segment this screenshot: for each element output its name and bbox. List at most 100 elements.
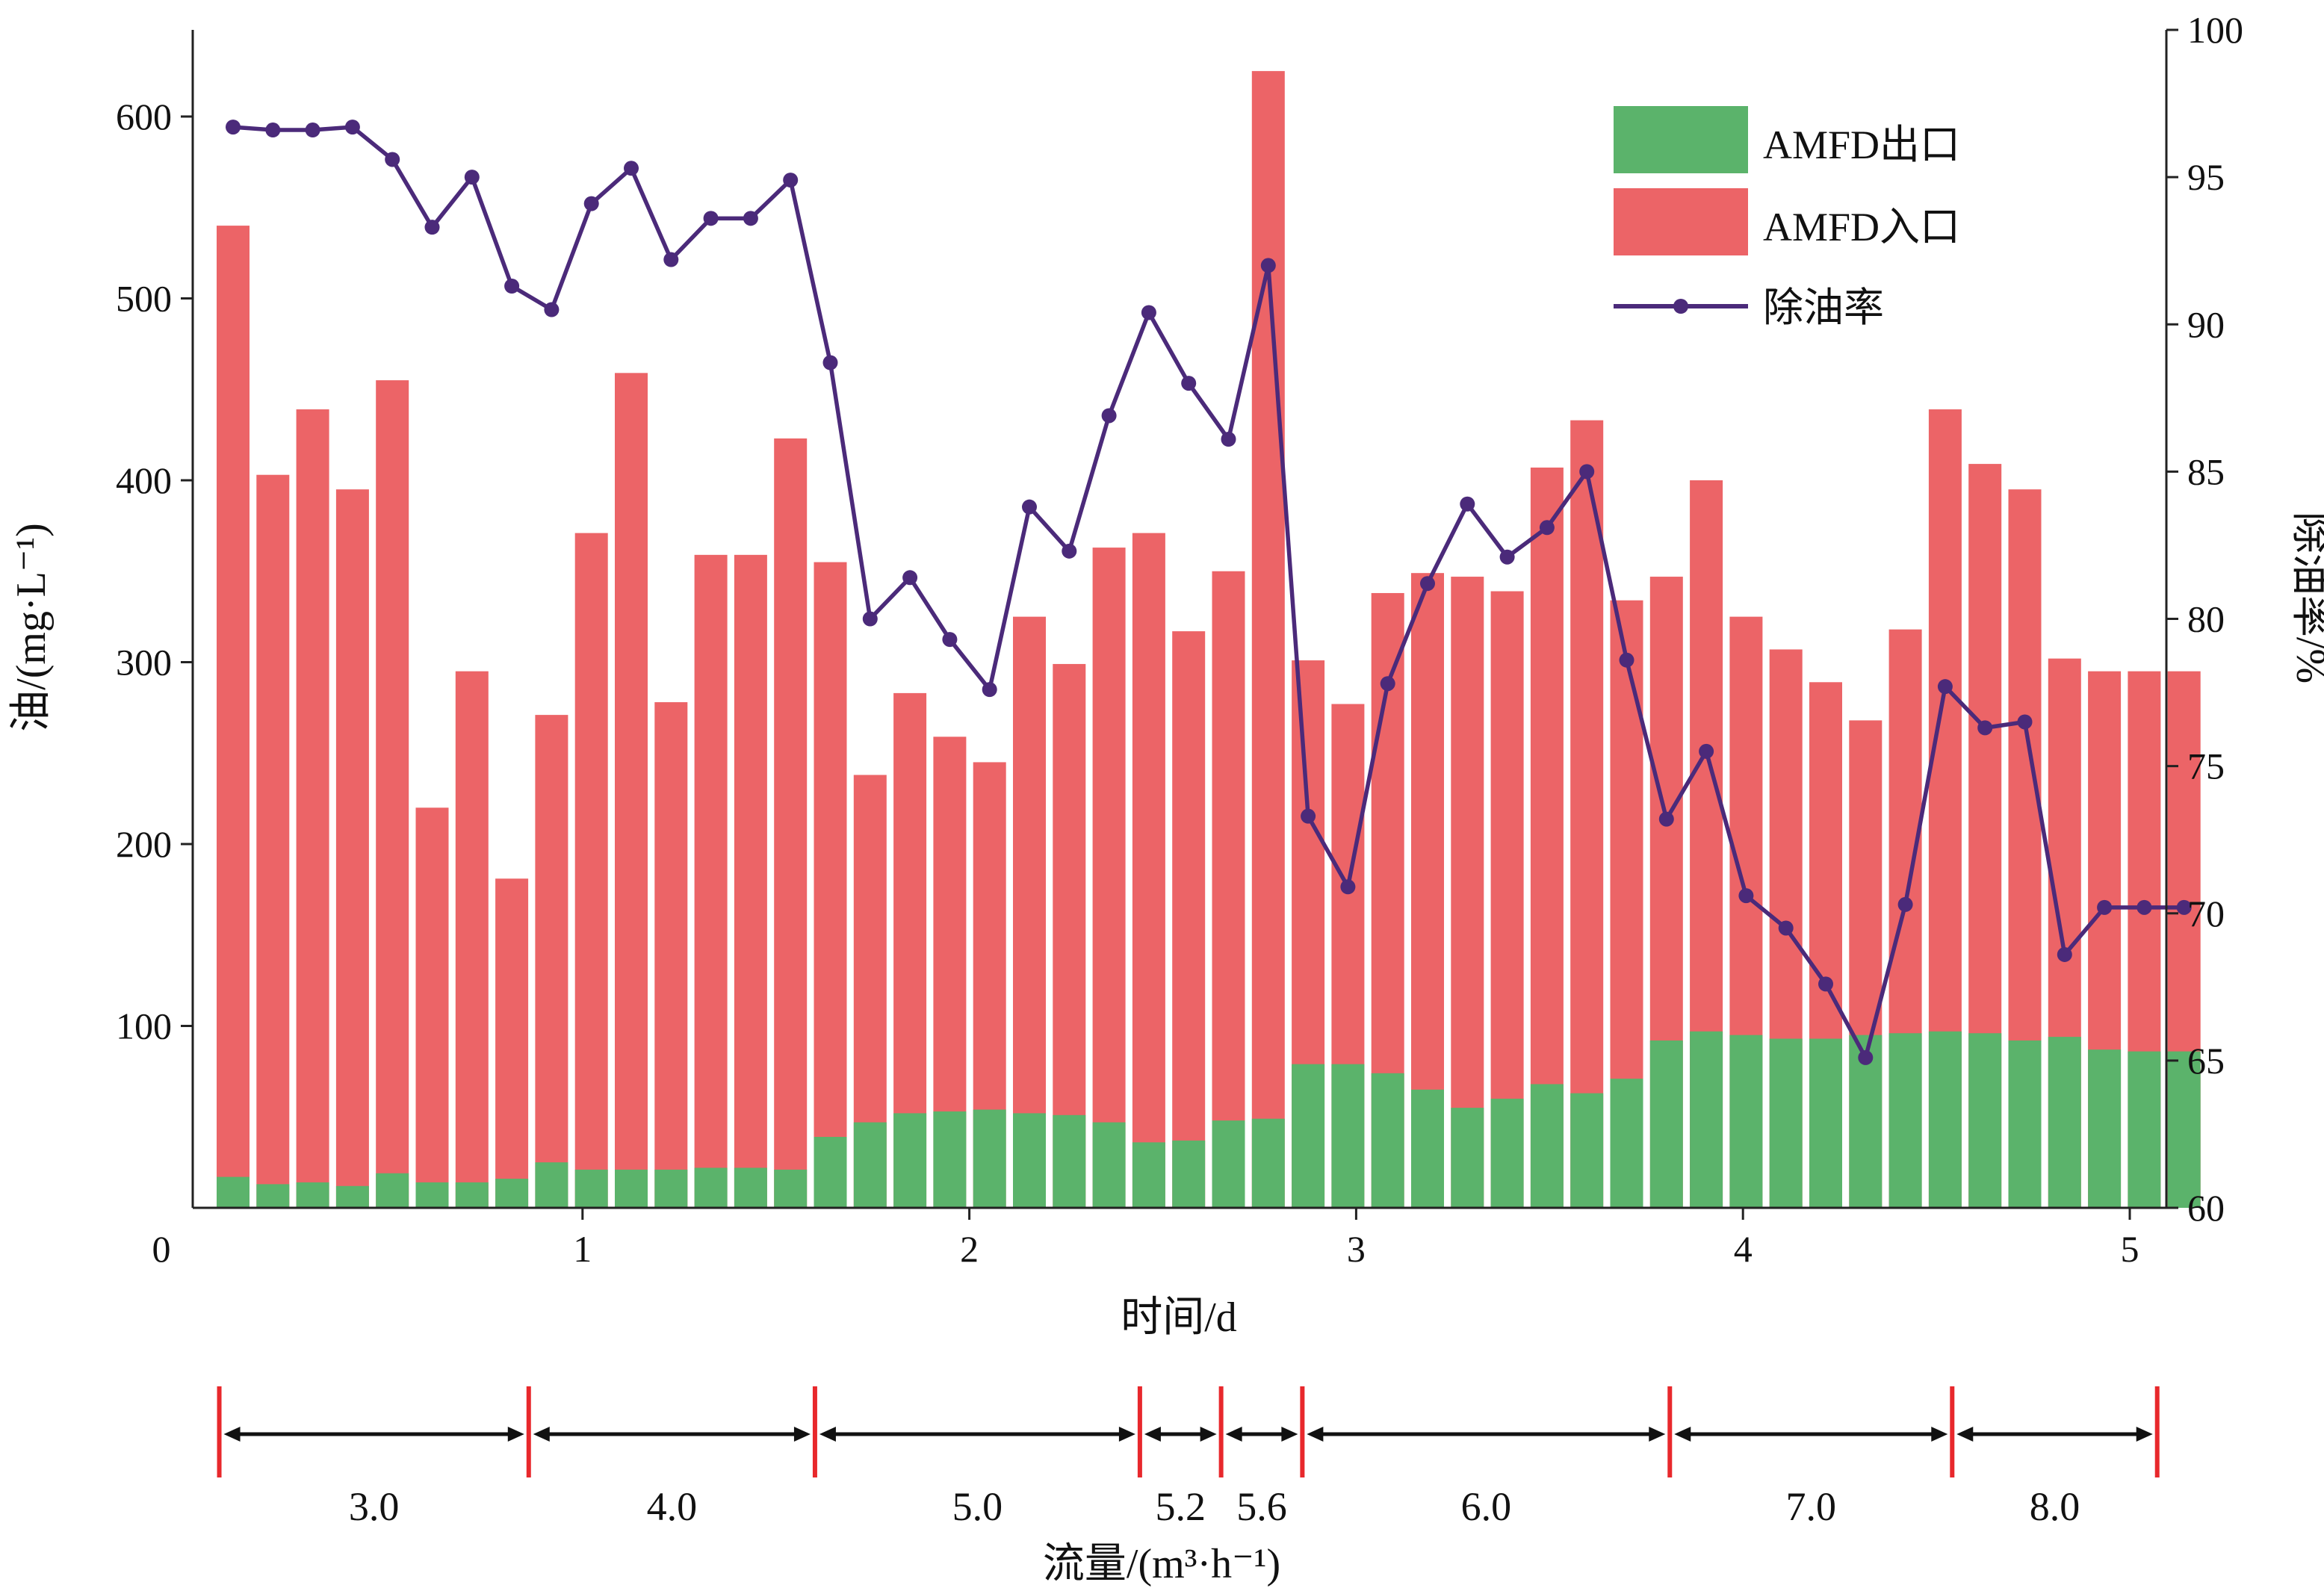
bar-outlet xyxy=(1251,1118,1285,1208)
bar-inlet xyxy=(1172,631,1206,1208)
removal-rate-point xyxy=(544,302,560,317)
bar-outlet xyxy=(1212,1120,1245,1208)
flow-arrow-head-left xyxy=(223,1427,241,1442)
flow-arrow-head-right xyxy=(1649,1427,1666,1442)
removal-rate-point xyxy=(504,278,520,294)
bar-inlet xyxy=(574,533,608,1208)
flow-segment-label: 6.0 xyxy=(1461,1484,1512,1529)
bar-outlet xyxy=(2008,1040,2042,1208)
bar-outlet xyxy=(615,1169,648,1208)
removal-rate-point xyxy=(344,120,360,135)
bar-outlet xyxy=(973,1109,1006,1208)
flow-arrow-head-right xyxy=(1931,1427,1948,1442)
bar-inlet xyxy=(814,562,847,1208)
flow-arrow-head-left xyxy=(1144,1427,1161,1442)
removal-rate-point xyxy=(2057,946,2072,962)
right-tick-label: 70 xyxy=(2187,893,2225,934)
flow-segment-label: 7.0 xyxy=(1786,1484,1837,1529)
removal-rate-point xyxy=(982,682,997,698)
bar-outlet xyxy=(1530,1084,1564,1208)
bar-outlet xyxy=(574,1169,608,1208)
x-tick-label: 4 xyxy=(1734,1228,1753,1270)
removal-rate-point xyxy=(1141,305,1156,320)
removal-rate-point xyxy=(2136,899,2152,915)
bar-inlet xyxy=(376,380,409,1209)
bar-outlet xyxy=(1053,1114,1086,1208)
removal-rate-point xyxy=(1181,376,1197,391)
bar-outlet xyxy=(1092,1122,1126,1208)
removal-rate-point xyxy=(822,355,838,370)
bar-outlet xyxy=(1132,1142,1165,1208)
bar-outlet xyxy=(654,1169,688,1208)
bar-outlet xyxy=(495,1179,529,1208)
bar-inlet xyxy=(335,489,369,1208)
left-tick-label: 600 xyxy=(116,96,172,137)
flow-segment-label: 5.0 xyxy=(952,1484,1003,1529)
right-axis-label: 除油率/% xyxy=(2287,512,2324,683)
flow-segment-label: 5.6 xyxy=(1236,1484,1287,1529)
bar-outlet xyxy=(1690,1031,1723,1208)
line-layer xyxy=(226,120,2192,1065)
bar-outlet xyxy=(1451,1108,1484,1208)
bar-outlet xyxy=(1292,1064,1325,1208)
flow-arrow-head-right xyxy=(507,1427,524,1442)
removal-rate-point xyxy=(1579,464,1595,480)
right-tick-label: 100 xyxy=(2187,9,2243,51)
removal-rate-point xyxy=(624,161,639,176)
removal-rate-point xyxy=(1818,976,1833,992)
removal-rate-point xyxy=(2097,899,2113,915)
bar-inlet xyxy=(615,373,648,1209)
x-tick-label: 0 xyxy=(152,1228,171,1270)
bar-outlet xyxy=(2167,1051,2201,1208)
legend-label-rate: 除油率 xyxy=(1763,285,1884,330)
removal-rate-point xyxy=(2176,899,2192,915)
bar-outlet xyxy=(1331,1064,1365,1208)
removal-rate-point xyxy=(1977,720,1993,736)
flow-arrow-head-right xyxy=(793,1427,811,1442)
removal-rate-point xyxy=(1937,679,1953,695)
removal-rate-point xyxy=(1420,576,1435,592)
bar-inlet xyxy=(1013,616,1046,1208)
removal-rate-point xyxy=(385,152,400,167)
bar-outlet xyxy=(853,1122,887,1208)
bar-inlet xyxy=(654,702,688,1208)
removal-rate-point xyxy=(703,211,719,226)
legend-label-outlet: AMFD出口 xyxy=(1763,123,1960,167)
legend-label-inlet: AMFD入口 xyxy=(1763,205,1960,249)
removal-rate-point xyxy=(1778,920,1794,936)
flow-arrow-head-left xyxy=(1956,1427,1974,1442)
flow-arrow-head-left xyxy=(1674,1427,1691,1442)
left-tick-label: 400 xyxy=(116,459,172,501)
axes-layer: 100 200 300 400 500 600 60 65 70 75 80 85 90 95 100 0 1 2… xyxy=(8,9,2324,1341)
flow-segment-label: 5.2 xyxy=(1156,1484,1206,1529)
right-tick-label: 80 xyxy=(2187,598,2225,640)
removal-rate-point xyxy=(1460,496,1475,512)
right-tick-label: 90 xyxy=(2187,303,2225,345)
bar-outlet xyxy=(1610,1079,1643,1208)
flow-axis: 3.0 4.0 5.0 5.2 5.6 6.0 7.0 8.0 流量/(m³·h⁻¹) xyxy=(217,1386,2160,1587)
bar-inlet xyxy=(1092,548,1126,1208)
bar-inlet xyxy=(415,807,449,1208)
removal-rate-point xyxy=(1858,1049,1874,1065)
x-axis-label: 时间/d xyxy=(1121,1294,1237,1341)
bar-outlet xyxy=(2048,1037,2081,1208)
right-tick-label: 85 xyxy=(2187,450,2225,492)
bar-outlet xyxy=(1172,1140,1206,1208)
removal-rate-point xyxy=(265,123,281,138)
x-tick-label: 2 xyxy=(960,1228,979,1270)
left-tick-label: 300 xyxy=(116,642,172,683)
bar-inlet xyxy=(694,554,728,1208)
bar-inlet xyxy=(1251,71,1285,1208)
bar-inlet xyxy=(1451,577,1484,1208)
bar-inlet xyxy=(296,409,329,1209)
bar-outlet xyxy=(774,1169,808,1208)
flow-segment-label: 3.0 xyxy=(349,1484,400,1529)
removal-rate-point xyxy=(305,123,320,138)
bar-outlet xyxy=(694,1167,728,1208)
x-tick-label: 5 xyxy=(2121,1228,2139,1270)
x-tick-label: 1 xyxy=(573,1228,592,1270)
bar-inlet xyxy=(1212,571,1245,1208)
removal-rate-point xyxy=(583,196,599,211)
bar-inlet xyxy=(535,715,568,1208)
